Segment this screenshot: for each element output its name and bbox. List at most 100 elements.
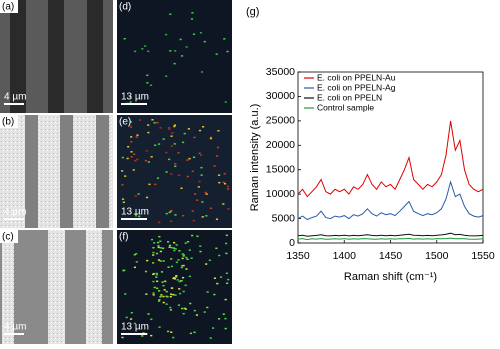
dot xyxy=(209,136,213,139)
dot xyxy=(129,96,132,98)
dot xyxy=(178,288,181,290)
dot xyxy=(198,152,201,155)
panel-label: (e) xyxy=(119,117,131,128)
legend-label: Control sample xyxy=(317,102,374,112)
dot xyxy=(160,271,164,273)
dot xyxy=(159,260,162,262)
dot xyxy=(182,264,185,267)
dot xyxy=(173,124,177,126)
dot xyxy=(225,252,228,255)
dot xyxy=(174,214,177,216)
dot xyxy=(158,221,161,224)
fluorescence-image-f xyxy=(117,230,232,344)
fluorescence-image-e xyxy=(117,115,232,228)
dot xyxy=(123,37,126,40)
dot xyxy=(224,298,227,301)
dot xyxy=(162,284,165,287)
dot xyxy=(198,129,202,132)
dot xyxy=(165,75,168,77)
dot xyxy=(159,240,162,242)
dot xyxy=(186,175,189,178)
dot xyxy=(155,276,158,278)
dot xyxy=(124,293,127,295)
dot xyxy=(205,263,208,265)
dot xyxy=(203,311,206,313)
dot xyxy=(200,154,203,156)
dot xyxy=(182,254,185,256)
dot xyxy=(167,241,170,243)
dot xyxy=(147,313,150,315)
dot xyxy=(165,151,168,154)
dot xyxy=(208,259,211,262)
dot xyxy=(192,219,195,222)
dot xyxy=(146,74,149,77)
dot xyxy=(200,166,203,169)
dot xyxy=(150,156,153,158)
dot xyxy=(213,165,216,167)
dot xyxy=(169,13,172,15)
sem-image-c xyxy=(0,230,113,344)
dot xyxy=(182,255,185,257)
dot xyxy=(121,170,124,172)
dot xyxy=(190,257,193,259)
panel-label: (f) xyxy=(119,232,128,243)
dot xyxy=(170,173,173,175)
dot xyxy=(175,244,178,246)
dot xyxy=(173,143,176,145)
dot xyxy=(138,119,142,121)
dot xyxy=(200,71,204,73)
y-tick-label: 30000 xyxy=(266,90,295,102)
dot xyxy=(182,312,185,315)
dot xyxy=(185,268,188,270)
dot xyxy=(173,62,176,65)
bacteria-dots xyxy=(121,12,230,339)
dot xyxy=(147,50,150,53)
dot xyxy=(217,318,221,320)
scale-label: 4 µm xyxy=(4,207,26,218)
dot xyxy=(180,55,184,57)
dot xyxy=(177,174,181,176)
dot xyxy=(206,306,209,309)
dot xyxy=(124,175,127,177)
dot xyxy=(187,128,190,130)
dot xyxy=(136,134,139,136)
dot xyxy=(170,331,173,333)
dot xyxy=(159,127,162,129)
dot xyxy=(168,244,172,247)
dot xyxy=(215,53,218,55)
label-bg xyxy=(0,0,18,13)
dot xyxy=(189,332,193,335)
dot xyxy=(169,309,173,311)
dot xyxy=(200,174,203,176)
sem-image-a xyxy=(0,0,113,113)
dot xyxy=(157,245,160,247)
dot xyxy=(191,210,194,212)
dot xyxy=(141,335,144,337)
dot xyxy=(164,280,167,283)
dot xyxy=(133,266,137,269)
dot xyxy=(156,121,159,124)
dot xyxy=(126,157,129,160)
dot xyxy=(175,261,179,264)
dot xyxy=(226,188,230,190)
dot xyxy=(173,125,176,128)
dot xyxy=(174,163,177,165)
dot xyxy=(147,161,151,163)
dot xyxy=(135,136,138,138)
dot xyxy=(121,336,124,339)
dot xyxy=(174,50,177,52)
dot xyxy=(169,295,172,298)
dot xyxy=(121,156,124,159)
dot xyxy=(144,45,147,47)
dot xyxy=(195,199,199,201)
dot xyxy=(188,275,191,278)
dot xyxy=(136,158,139,161)
dot xyxy=(141,48,144,50)
dot xyxy=(144,159,148,162)
legend-label: E. coli on PPELN xyxy=(317,92,382,102)
dot xyxy=(170,209,173,212)
dot xyxy=(133,153,136,155)
dot xyxy=(206,291,209,293)
dot xyxy=(193,331,196,334)
